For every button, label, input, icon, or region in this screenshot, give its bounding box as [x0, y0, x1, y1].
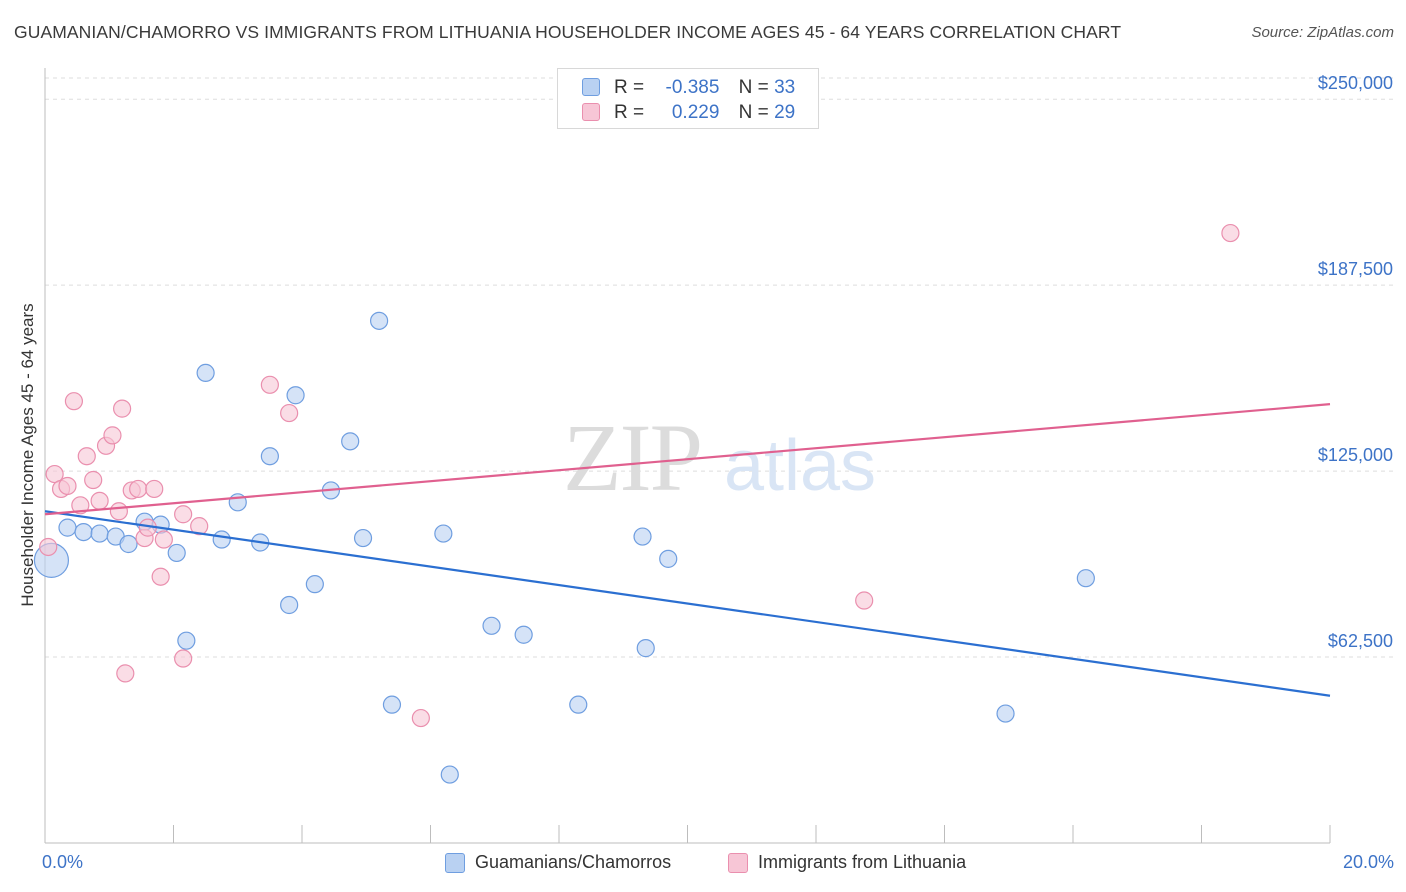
point-lithuania — [145, 479, 164, 499]
point-guamanian — [305, 575, 324, 594]
point-guamanian — [167, 543, 186, 563]
point-guamanian — [74, 522, 93, 542]
legend-n-label: N = — [738, 102, 769, 123]
point-lithuania — [84, 470, 103, 490]
point-guamanian — [434, 524, 453, 543]
legend-r-value: 0.229 — [671, 102, 720, 123]
trend-line-guamanian — [44, 510, 1331, 697]
trend-lines — [44, 403, 1331, 697]
series-legend-label: Guamanians/Chamorros — [475, 852, 672, 872]
point-guamanian — [633, 527, 652, 546]
grid-lines — [45, 77, 1395, 658]
legend-swatch-blue — [582, 78, 600, 96]
point-guamanian — [90, 524, 109, 543]
chart-source: Source: ZipAtlas.com — [1251, 24, 1394, 41]
point-guamanian — [260, 447, 279, 466]
series-legend-label: Immigrants from Lithuania — [758, 852, 967, 872]
point-guamanian — [370, 311, 389, 330]
watermark-zip: ZIP — [563, 404, 701, 511]
point-guamanian — [996, 704, 1015, 723]
point-guamanian — [280, 595, 299, 615]
point-guamanian — [353, 528, 373, 548]
point-lithuania — [39, 537, 58, 557]
point-lithuania — [174, 649, 193, 668]
point-guamanian — [514, 625, 533, 644]
trend-line-lithuania — [44, 403, 1331, 516]
y-tick-label: $125,000 — [1318, 445, 1393, 465]
point-lithuania — [174, 505, 193, 524]
legend-n-value: 33 — [774, 77, 796, 98]
point-lithuania — [90, 491, 109, 510]
point-lithuania — [116, 664, 135, 683]
point-lithuania — [855, 591, 874, 610]
legend-n-label: N = — [738, 77, 769, 98]
legend-n-value: 29 — [774, 102, 796, 123]
y-tick-label: $62,500 — [1328, 631, 1393, 651]
y-axis-title: Householder Income Ages 45 - 64 years — [18, 303, 37, 607]
point-lithuania — [190, 517, 209, 536]
point-guamanian — [1076, 569, 1095, 588]
point-lithuania — [154, 530, 173, 549]
x-tick-label-max: 20.0% — [1342, 852, 1394, 872]
point-guamanian — [636, 639, 655, 658]
point-lithuania — [411, 708, 430, 728]
point-lithuania — [64, 392, 84, 411]
point-lithuania — [129, 479, 148, 499]
series-legend: Guamanians/Chamorros Immigrants from Lit… — [0, 852, 1406, 878]
point-guamanian — [58, 518, 77, 537]
x-tick-label-min: 0.0% — [42, 852, 84, 872]
legend-r-value: -0.385 — [665, 77, 720, 98]
point-guamanian — [482, 616, 501, 635]
point-lithuania — [58, 476, 77, 496]
point-lithuania — [112, 399, 132, 418]
point-lithuania — [151, 567, 170, 586]
point-guamanian — [212, 530, 231, 549]
point-guamanian — [341, 432, 360, 451]
chart-title: GUAMANIAN/CHAMORRO VS IMMIGRANTS FROM LI… — [14, 22, 1122, 42]
point-guamanian — [177, 631, 196, 650]
point-guamanian — [196, 363, 215, 383]
point-lithuania — [77, 447, 96, 466]
legend-r-label: R = — [614, 77, 645, 98]
point-lithuania — [71, 496, 90, 515]
point-lithuania — [1221, 223, 1240, 243]
y-tick-labels: $62,500 $125,000 $187,500 $250,000 — [1318, 73, 1393, 651]
point-guamanian — [286, 386, 305, 405]
series-swatch-blue — [445, 853, 465, 873]
point-lithuania — [260, 375, 279, 394]
watermark: ZIP atlas — [563, 404, 876, 511]
point-lithuania — [280, 403, 299, 423]
point-lithuania — [109, 502, 128, 521]
correlation-legend: R = -0.385 N = 33 R = 0.229 N = 29 — [557, 68, 819, 129]
point-guamanian — [569, 695, 588, 714]
legend-swatch-pink — [582, 103, 600, 121]
y-tick-label: $250,000 — [1318, 73, 1393, 93]
point-guamanian — [119, 534, 138, 554]
point-guamanian — [440, 765, 459, 784]
point-lithuania — [103, 426, 122, 445]
watermark-atlas: atlas — [724, 426, 876, 506]
point-guamanian — [382, 695, 402, 714]
axes — [44, 68, 1331, 844]
point-guamanian — [659, 549, 678, 568]
y-tick-label: $187,500 — [1318, 259, 1393, 279]
series-swatch-pink — [728, 853, 748, 873]
legend-r-label: R = — [614, 102, 645, 123]
